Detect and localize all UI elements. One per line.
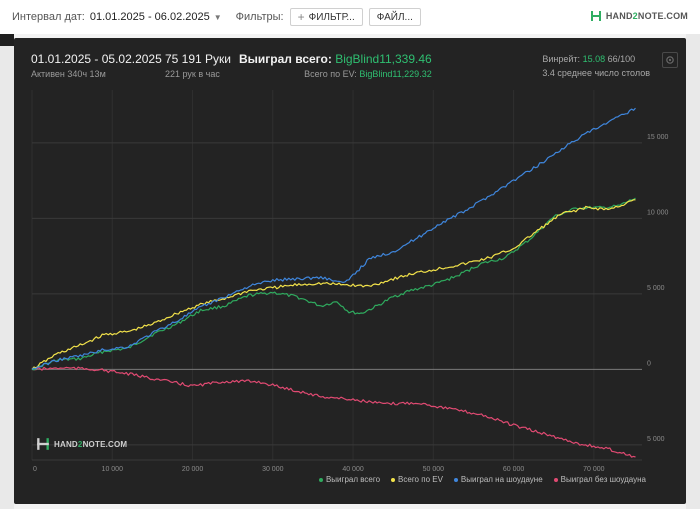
file-button[interactable]: ФАЙЛ... [368,8,421,26]
hands-block: 75 191 Руки 221 рук в час [165,52,231,79]
x-tick-label: 10 000 [102,466,124,473]
filters-label: Фильтры: [235,11,284,23]
x-tick-label: 60 000 [503,466,525,473]
x-tick-label: 30 000 [262,466,284,473]
file-button-label: ФАЙЛ... [376,11,413,23]
legend-dot-icon [453,477,458,482]
plus-icon: + [297,10,305,24]
y-tick-label: 15 000 [647,134,669,141]
won-total-value: BigBlind11,339.46 [335,52,432,66]
legend-dot-icon [553,477,558,482]
legend-item[interactable]: Выиграл без шоудауна [553,475,646,484]
won-total-label: Выиграл всего: [239,52,332,66]
winnings-block: Выиграл всего: BigBlind11,339.46 Всего п… [239,52,432,79]
legend-item[interactable]: Всего по EV [391,475,443,484]
chart-watermark-logo: HAND 2 NOTE.COM [36,437,127,451]
chevron-down-icon[interactable]: ▼ [213,12,222,22]
x-tick-label: 70 000 [583,466,605,473]
y-tick-label: 0 [647,360,651,367]
hand2note-logo: HAND 2 NOTE.COM [590,10,688,22]
x-tick-label: 0 [33,466,37,473]
graph-panel: 01.01.2025 - 05.02.2025 Активен 340ч 13м… [14,38,686,504]
right-side-strip [686,34,700,509]
hand2note-logo-icon [590,11,601,21]
date-range-selector[interactable]: 01.01.2025 - 06.02.2025 [89,11,210,23]
x-tick-label: 40 000 [342,466,364,473]
gear-icon [666,56,674,64]
series-line [31,199,636,370]
period-block: 01.01.2025 - 05.02.2025 Активен 340ч 13м [31,52,162,79]
ev-total-value: BigBlind11,229.32 [359,69,432,79]
hand2note-logo-icon [37,438,49,450]
legend-label: Всего по EV [398,475,443,484]
chart-legend: Выиграл всего Всего по EV Выиграл на шоуда… [308,475,646,484]
hands-rate: 221 рук в час [165,69,220,79]
series-line [31,107,636,370]
legend-label: Выиграл всего [325,475,381,484]
x-tick-label: 20 000 [182,466,204,473]
legend-item[interactable]: Выиграл на шоудауне [453,475,543,484]
avg-tables: 3.4 среднее число столов [542,68,650,78]
legend-item[interactable]: Выиграл всего [318,475,381,484]
legend-label: Выиграл на шоудауне [460,475,543,484]
active-time: Активен 340ч 13м [31,69,106,79]
winrate-extra: 66/100 [607,54,636,64]
winrate-block: Винрейт: 15.08 66/100 3.4 среднее число … [542,54,650,78]
left-side-strip [0,34,14,509]
x-tick-label: 50 000 [423,466,445,473]
winrate-value: 15.08 [582,54,606,64]
winrate-label: Винрейт: [542,54,581,64]
series-line [31,366,636,458]
y-tick-label: 5 000 [647,285,665,292]
legend-dot-icon [391,477,396,482]
date-interval-label: Интервал дат: [12,11,85,23]
top-toolbar: Интервал дат: 01.01.2025 - 06.02.2025 ▼ … [0,0,700,34]
add-filter-button-label: ФИЛЬТР... [308,11,355,23]
y-tick-label: 10 000 [647,209,669,216]
period-value: 01.01.2025 - 05.02.2025 [31,52,162,66]
y-tick-label: 5 000 [647,436,665,443]
add-filter-button[interactable]: + ФИЛЬТР... [289,8,363,26]
winnings-chart: 0 10 000 20 000 30 000 40 000 50 000 60 000 70 … [31,90,669,473]
legend-dot-icon [318,477,323,482]
ev-total-label: Всего по EV: [304,69,357,79]
hands-count: 75 191 Руки [165,52,231,66]
chart-settings-button[interactable] [662,52,678,68]
legend-label: Выиграл без шоудауна [560,475,646,484]
